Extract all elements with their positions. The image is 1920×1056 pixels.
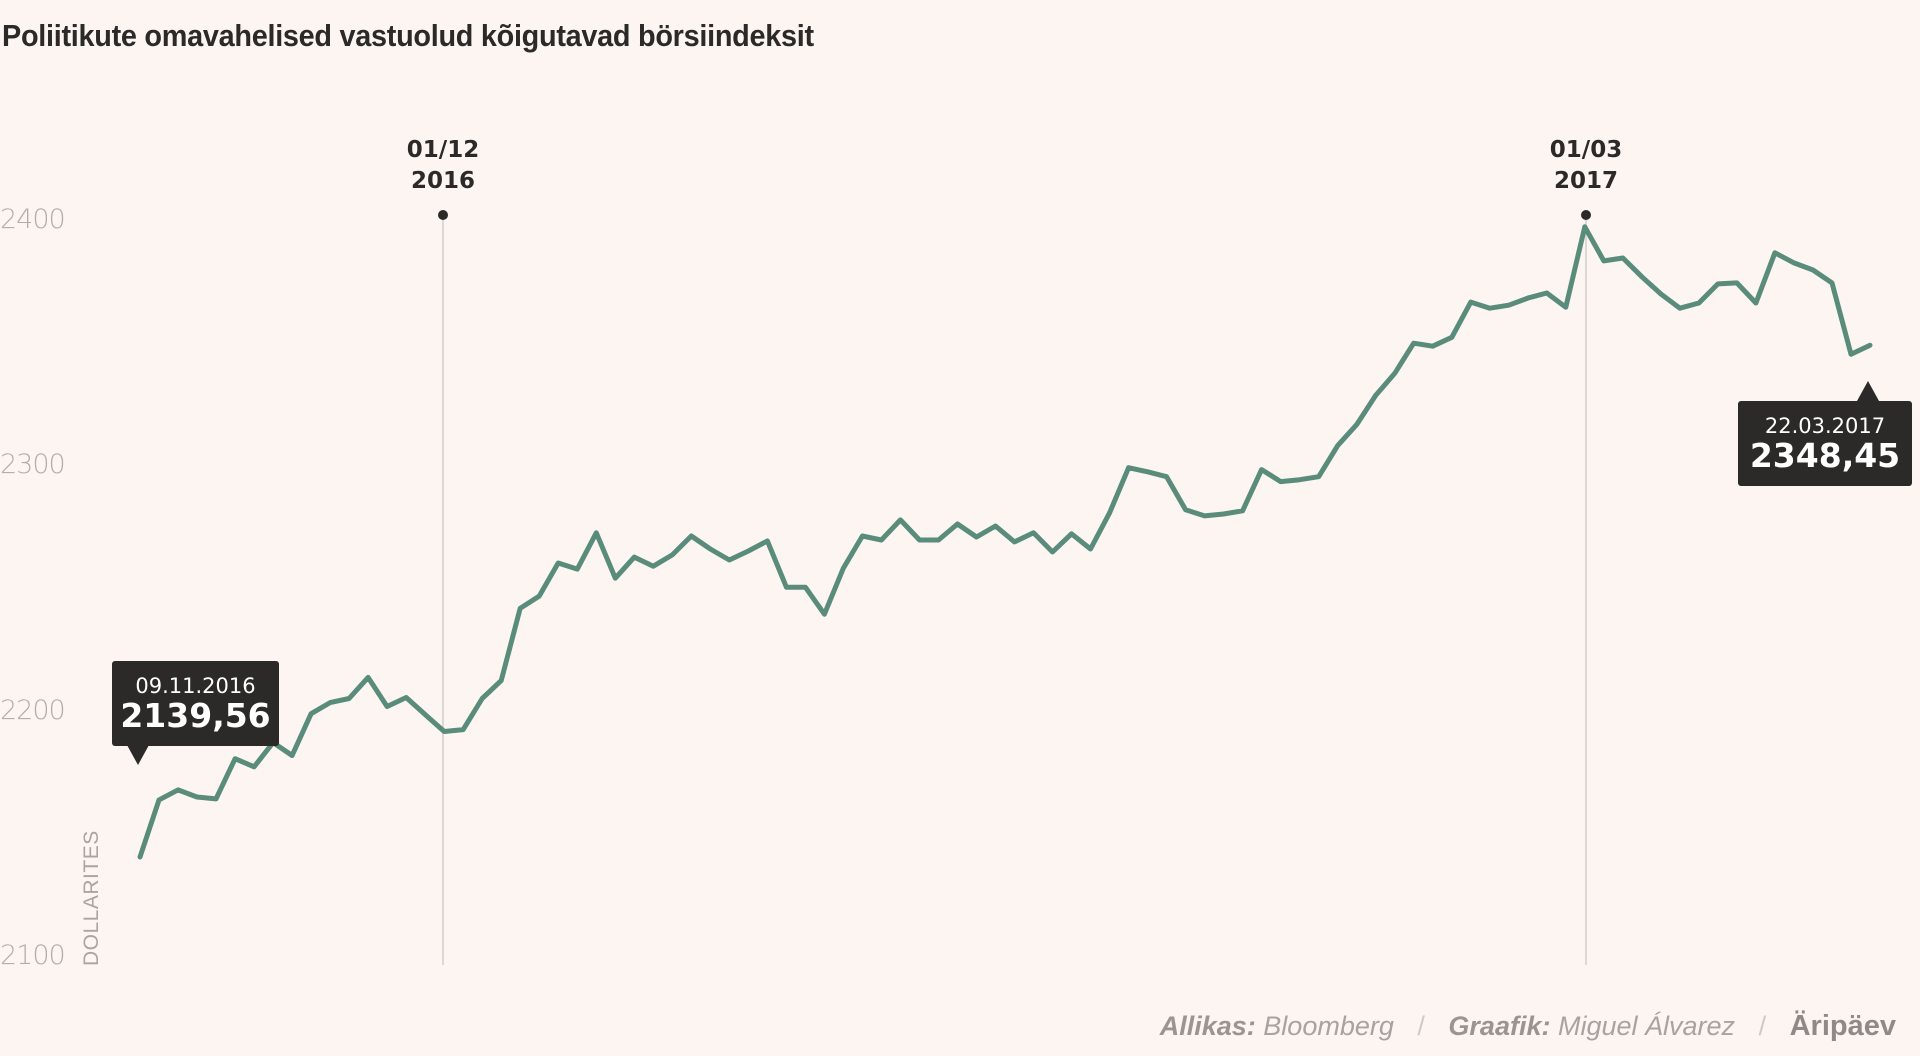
y-tick-2400: 2400 <box>0 204 66 235</box>
separator-2: / <box>1758 1011 1767 1041</box>
tooltip-end-value: 2348,45 <box>1749 436 1901 475</box>
source-label: Allikas: <box>1159 1011 1256 1041</box>
y-tick-2100: 2100 <box>0 940 66 971</box>
tooltip-end-date: 22.03.2017 <box>1764 414 1886 438</box>
tooltip-start: 09.11.2016 2139,56 <box>112 661 279 765</box>
tooltip-end: 22.03.2017 2348,45 <box>1738 381 1912 486</box>
graphic-label: Graafik: <box>1448 1011 1551 1041</box>
source-value: Bloomberg <box>1263 1011 1394 1041</box>
tooltip-start-value: 2139,56 <box>120 696 271 735</box>
marker-label-mar-line2: 2017 <box>1553 168 1618 194</box>
brand-logo: Äripäev <box>1789 1010 1896 1042</box>
y-tick-2300: 2300 <box>0 449 66 480</box>
tooltip-start-date: 09.11.2016 <box>135 674 256 698</box>
marker-label-mar-line1: 01/03 <box>1549 137 1623 163</box>
chart-title: Poliitikute omavahelised vastuolud kõigu… <box>2 18 814 53</box>
graphic-value: Miguel Álvarez <box>1557 1011 1736 1041</box>
marker-dot-mar <box>1581 210 1591 220</box>
marker-label-dec: 01/12 2016 <box>383 135 503 197</box>
marker-label-dec-line1: 01/12 <box>406 137 480 163</box>
index-line <box>137 224 1873 860</box>
tooltip-end-arrow <box>1857 381 1879 401</box>
y-tick-2200: 2200 <box>0 695 66 726</box>
footer-credits: Allikas: Bloomberg / Graafik: Miguel Álv… <box>1160 1010 1896 1043</box>
separator-1: / <box>1417 1011 1425 1041</box>
y-axis-label: DOLLARITES <box>80 830 103 966</box>
marker-label-dec-line2: 2016 <box>410 168 475 194</box>
marker-dot-dec <box>438 210 448 220</box>
tooltip-start-arrow <box>127 745 149 765</box>
marker-label-mar: 01/03 2017 <box>1526 135 1646 197</box>
